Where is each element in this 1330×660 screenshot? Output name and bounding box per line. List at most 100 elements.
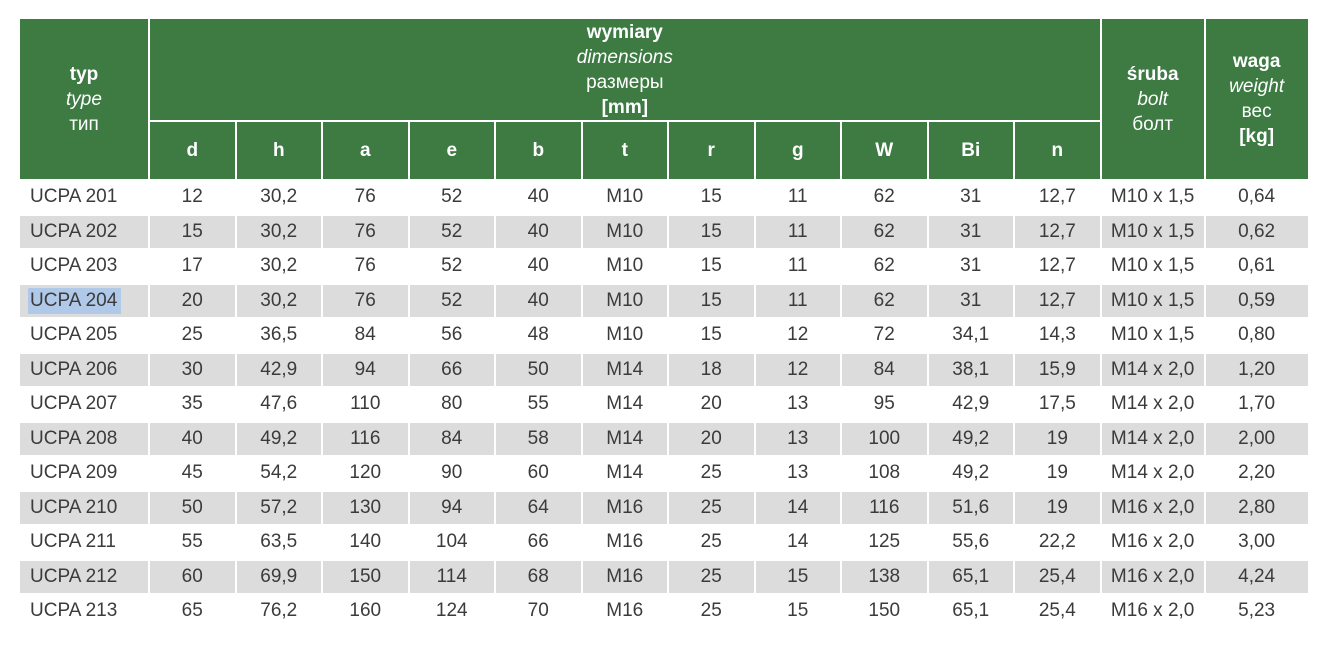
- value-cell: 2,80: [1203, 489, 1310, 526]
- value-cell: 116: [321, 420, 410, 457]
- value-cell: M16: [580, 593, 669, 630]
- value-cell: 52: [407, 179, 496, 216]
- type-cell: UCPA 210: [18, 489, 150, 526]
- value-cell: 66: [494, 524, 583, 561]
- value-cell: M10: [580, 213, 669, 250]
- table-row: UCPA 205 25 36,5 84 56 48 M10 15 12 72 34,1 14,3 M10…: [18, 317, 1310, 354]
- header-weight-en: weight: [1229, 76, 1285, 97]
- value-cell: 17: [148, 248, 237, 285]
- col-header-W: W: [840, 120, 929, 181]
- value-cell: 12,7: [1013, 179, 1102, 216]
- table-row: UCPA 203 17 30,2 76 52 40 M10 15 11 62 31 12,7 M10 x…: [18, 248, 1310, 285]
- value-cell: 84: [407, 420, 496, 457]
- value-cell: 11: [753, 179, 842, 216]
- value-cell: 15: [667, 317, 756, 354]
- value-cell: 62: [840, 213, 929, 250]
- value-cell: 31: [926, 248, 1015, 285]
- header-type-ru: тип: [69, 113, 99, 135]
- value-cell: 31: [926, 179, 1015, 216]
- value-cell: 25: [667, 524, 756, 561]
- value-cell: 1,20: [1203, 351, 1310, 388]
- value-cell: 15: [753, 593, 842, 630]
- value-cell: 49,2: [234, 420, 323, 457]
- value-cell: 56: [407, 317, 496, 354]
- value-cell: 40: [494, 248, 583, 285]
- value-cell: M10 x 1,5: [1099, 248, 1206, 285]
- value-cell: 13: [753, 420, 842, 457]
- value-cell: 0,80: [1203, 317, 1310, 354]
- value-cell: 15: [667, 179, 756, 216]
- value-cell: 30,2: [234, 179, 323, 216]
- type-cell: UCPA 212: [18, 558, 150, 595]
- value-cell: M14 x 2,0: [1099, 420, 1206, 457]
- type-label: UCPA 201: [30, 186, 118, 208]
- value-cell: M10: [580, 248, 669, 285]
- type-cell: UCPA 208: [18, 420, 150, 457]
- value-cell: 49,2: [926, 455, 1015, 492]
- type-cell: UCPA 209: [18, 455, 150, 492]
- value-cell: 14,3: [1013, 317, 1102, 354]
- table-row: UCPA 207 35 47,6 110 80 55 M14 20 13 95 42,9 17,5 M1…: [18, 386, 1310, 423]
- col-header-e: e: [407, 120, 496, 181]
- value-cell: 116: [840, 489, 929, 526]
- type-cell: UCPA 205: [18, 317, 150, 354]
- value-cell: 48: [494, 317, 583, 354]
- header-weight-unit: [kg]: [1239, 126, 1275, 147]
- value-cell: 65: [148, 593, 237, 630]
- value-cell: 150: [840, 593, 929, 630]
- col-header-r: r: [667, 120, 756, 181]
- type-label: UCPA 209: [30, 462, 118, 484]
- value-cell: 30,2: [234, 282, 323, 319]
- value-cell: M16 x 2,0: [1099, 489, 1206, 526]
- value-cell: 47,6: [234, 386, 323, 423]
- value-cell: M16: [580, 558, 669, 595]
- value-cell: 52: [407, 213, 496, 250]
- type-cell: UCPA 206: [18, 351, 150, 388]
- type-label-selected-text: UCPA 204: [28, 287, 122, 314]
- table-header: typ type тип wymiary dimensions размеры …: [18, 17, 1310, 181]
- value-cell: 25: [667, 489, 756, 526]
- value-cell: 160: [321, 593, 410, 630]
- header-weight-ru: вес: [1241, 101, 1272, 122]
- value-cell: 50: [148, 489, 237, 526]
- value-cell: 12: [753, 351, 842, 388]
- value-cell: 120: [321, 455, 410, 492]
- header-bolt-ru: болт: [1132, 113, 1174, 135]
- value-cell: M10: [580, 179, 669, 216]
- value-cell: 58: [494, 420, 583, 457]
- value-cell: 40: [148, 420, 237, 457]
- type-label: UCPA 206: [30, 358, 118, 380]
- col-header-weight: waga weight вес [kg]: [1203, 17, 1310, 181]
- value-cell: 3,00: [1203, 524, 1310, 561]
- col-header-a: a: [321, 120, 410, 181]
- header-bolt-en: bolt: [1137, 88, 1168, 110]
- col-header-b: b: [494, 120, 583, 181]
- value-cell: 0,64: [1203, 179, 1310, 216]
- value-cell: M16 x 2,0: [1099, 524, 1206, 561]
- value-cell: 84: [840, 351, 929, 388]
- value-cell: 55: [148, 524, 237, 561]
- value-cell: 11: [753, 213, 842, 250]
- value-cell: 15: [148, 213, 237, 250]
- value-cell: 62: [840, 282, 929, 319]
- value-cell: M16: [580, 524, 669, 561]
- type-cell: UCPA 207: [18, 386, 150, 423]
- value-cell: 76: [321, 213, 410, 250]
- value-cell: 100: [840, 420, 929, 457]
- value-cell: 104: [407, 524, 496, 561]
- value-cell: M16 x 2,0: [1099, 558, 1206, 595]
- value-cell: 15: [667, 248, 756, 285]
- value-cell: 94: [321, 351, 410, 388]
- value-cell: 34,1: [926, 317, 1015, 354]
- value-cell: 0,61: [1203, 248, 1310, 285]
- value-cell: M10 x 1,5: [1099, 179, 1206, 216]
- value-cell: M10: [580, 317, 669, 354]
- value-cell: 65,1: [926, 558, 1015, 595]
- value-cell: 150: [321, 558, 410, 595]
- value-cell: 18: [667, 351, 756, 388]
- value-cell: 14: [753, 524, 842, 561]
- value-cell: 12,7: [1013, 282, 1102, 319]
- value-cell: 40: [494, 179, 583, 216]
- value-cell: 0,59: [1203, 282, 1310, 319]
- value-cell: M16: [580, 489, 669, 526]
